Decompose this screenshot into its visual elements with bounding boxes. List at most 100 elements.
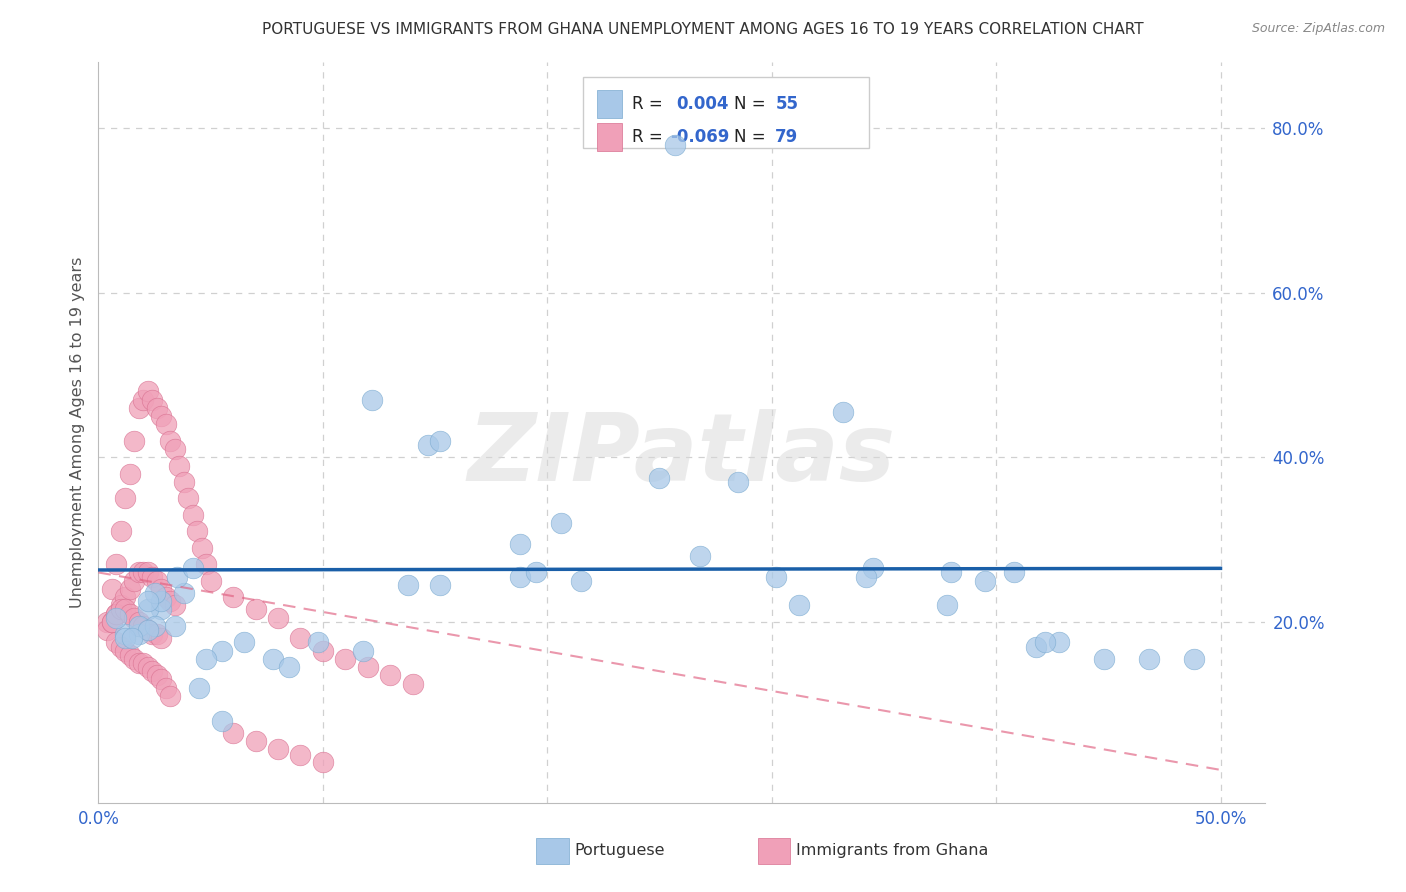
Point	[1047, 635, 1070, 649]
Point	[101, 582, 124, 596]
Point	[167, 458, 190, 473]
Point	[136, 623, 159, 637]
Point	[136, 623, 159, 637]
Point	[114, 632, 136, 646]
Point	[190, 541, 212, 555]
Point	[181, 561, 204, 575]
Point	[1025, 640, 1047, 654]
Point	[200, 574, 222, 588]
Point	[222, 726, 245, 740]
Point	[727, 475, 749, 489]
Point	[118, 607, 141, 621]
Point	[1035, 635, 1057, 649]
Point	[159, 689, 181, 703]
Point	[110, 524, 132, 539]
Point	[128, 566, 150, 580]
Point	[188, 681, 211, 695]
Text: N =: N =	[734, 128, 772, 146]
Point	[335, 652, 357, 666]
Point	[1182, 652, 1205, 666]
Point	[159, 434, 181, 448]
Point	[132, 566, 155, 580]
Text: N =: N =	[734, 95, 772, 113]
Point	[146, 574, 169, 588]
Point	[150, 594, 173, 608]
Point	[150, 632, 173, 646]
Point	[181, 508, 204, 522]
Text: R =: R =	[631, 128, 668, 146]
Point	[195, 558, 218, 572]
Point	[96, 615, 118, 629]
Point	[132, 619, 155, 633]
Point	[128, 627, 150, 641]
Point	[941, 566, 963, 580]
Point	[361, 392, 384, 407]
Point	[128, 656, 150, 670]
Point	[124, 574, 146, 588]
Point	[141, 392, 163, 407]
Point	[155, 681, 177, 695]
Point	[124, 434, 146, 448]
Point	[114, 491, 136, 506]
Bar	[596, 90, 623, 118]
Point	[143, 619, 166, 633]
Point	[114, 643, 136, 657]
Point	[118, 582, 141, 596]
Point	[143, 586, 166, 600]
Bar	[758, 838, 790, 864]
Point	[855, 569, 877, 583]
Point	[429, 578, 451, 592]
Point	[648, 471, 671, 485]
Point	[245, 602, 267, 616]
Point	[128, 615, 150, 629]
Point	[136, 660, 159, 674]
Point	[141, 569, 163, 583]
Point	[110, 599, 132, 613]
Text: Portuguese: Portuguese	[575, 844, 665, 858]
Point	[105, 611, 128, 625]
Text: PORTUGUESE VS IMMIGRANTS FROM GHANA UNEMPLOYMENT AMONG AGES 16 TO 19 YEARS CORRE: PORTUGUESE VS IMMIGRANTS FROM GHANA UNEM…	[262, 22, 1144, 37]
Point	[101, 615, 124, 629]
Text: Immigrants from Ghana: Immigrants from Ghana	[796, 844, 988, 858]
Point	[222, 590, 245, 604]
Point	[136, 384, 159, 399]
Point	[524, 566, 547, 580]
Point	[550, 516, 572, 530]
Point	[312, 755, 335, 769]
Point	[1092, 652, 1115, 666]
Point	[664, 137, 686, 152]
Point	[146, 668, 169, 682]
Point	[352, 643, 374, 657]
Text: 55: 55	[775, 95, 799, 113]
Point	[832, 405, 855, 419]
Point	[136, 602, 159, 616]
Point	[128, 401, 150, 415]
Point	[765, 569, 787, 583]
Point	[141, 627, 163, 641]
Point	[155, 417, 177, 432]
Point	[211, 714, 233, 728]
Point	[150, 409, 173, 424]
Point	[262, 652, 284, 666]
Point	[110, 602, 132, 616]
Point	[935, 599, 957, 613]
Point	[267, 742, 290, 756]
Point	[509, 569, 531, 583]
Text: 79: 79	[775, 128, 799, 146]
Point	[1002, 566, 1025, 580]
Point	[278, 660, 301, 674]
Point	[146, 627, 169, 641]
Bar	[596, 123, 623, 151]
Text: ZIPatlas: ZIPatlas	[468, 409, 896, 500]
Point	[155, 590, 177, 604]
FancyBboxPatch shape	[582, 78, 869, 147]
Point	[105, 558, 128, 572]
Point	[101, 615, 124, 629]
Point	[163, 619, 186, 633]
Point	[114, 602, 136, 616]
Point	[509, 536, 531, 550]
Point	[233, 635, 256, 649]
Point	[163, 599, 186, 613]
Point	[186, 524, 208, 539]
Point	[211, 643, 233, 657]
